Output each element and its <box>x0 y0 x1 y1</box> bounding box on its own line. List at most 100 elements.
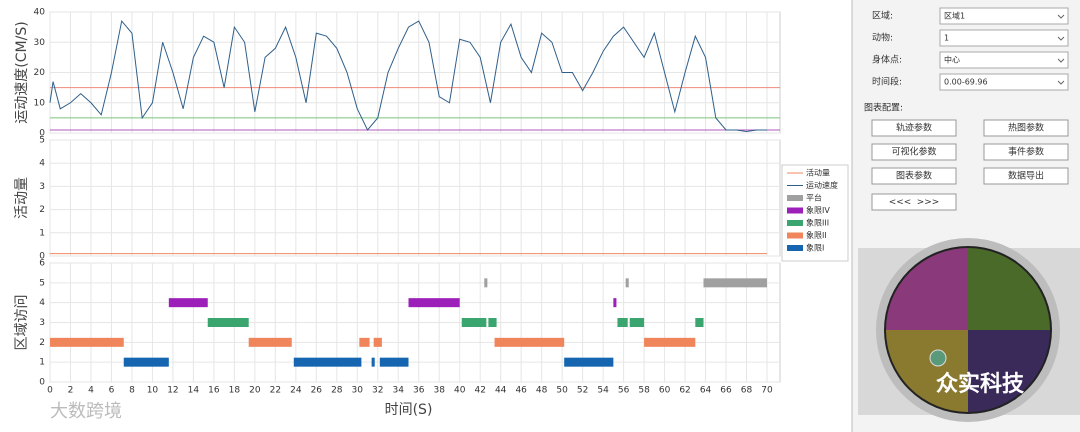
button-label: 数据导出 <box>1008 170 1044 182</box>
x-tick-label: 36 <box>413 386 425 396</box>
x-tick-label: 8 <box>129 386 135 396</box>
y-tick-label: 3 <box>39 182 45 192</box>
x-tick-label: 34 <box>393 386 405 396</box>
interval-bar <box>703 278 767 288</box>
y-axis-label: 运动速度(CM/S) <box>14 21 30 123</box>
x-tick-label: 28 <box>331 386 343 396</box>
y-tick-label: 5 <box>39 136 45 146</box>
interval-bar <box>371 357 375 367</box>
x-tick-label: 2 <box>68 386 74 396</box>
select-box[interactable] <box>939 73 1069 91</box>
x-tick-label: 56 <box>618 386 630 396</box>
y-axis-label: 活动量 <box>14 177 30 219</box>
select-value: 中心 <box>944 55 960 65</box>
interval-bar <box>123 357 169 367</box>
interval-bar <box>461 318 487 327</box>
select-value: 区域1 <box>944 11 965 21</box>
nav-button[interactable]: >>> <box>917 198 940 208</box>
select-box[interactable] <box>939 7 1069 25</box>
button[interactable] <box>871 119 957 137</box>
interval-bar <box>564 357 614 367</box>
x-tick-label: 20 <box>249 386 261 396</box>
chart-area <box>0 0 852 432</box>
x-tick-label: 4 <box>88 386 94 396</box>
y-tick-label: 20 <box>34 68 46 78</box>
select-box[interactable] <box>939 29 1069 47</box>
y-tick-label: 4 <box>39 159 45 169</box>
legend-label: 运动速度 <box>806 180 838 190</box>
y-tick-label: 6 <box>39 259 45 269</box>
button[interactable] <box>871 143 957 161</box>
select-value: 0.00-69.96 <box>944 78 988 87</box>
config-title: 图表配置: <box>864 102 903 114</box>
x-tick-label: 22 <box>270 386 281 396</box>
legend-swatch <box>787 245 803 251</box>
interval-bar <box>359 337 370 347</box>
interval-bar <box>644 337 696 347</box>
quadrant <box>968 330 1050 412</box>
x-tick-label: 6 <box>109 386 115 396</box>
x-tick-label: 70 <box>761 386 773 396</box>
field-label: 时间段: <box>872 76 902 88</box>
x-tick-label: 32 <box>372 386 383 396</box>
x-tick-label: 48 <box>536 386 548 396</box>
interval-bar <box>695 318 704 327</box>
legend-label: 平台 <box>806 193 822 203</box>
x-tick-label: 40 <box>454 386 466 396</box>
button-label: 可视化参数 <box>891 146 936 158</box>
dropdown-arrow <box>1057 80 1065 85</box>
x-tick-label: 26 <box>311 386 323 396</box>
interval-bar <box>379 357 409 367</box>
interval-bar <box>488 318 497 327</box>
interval-bar <box>50 337 124 347</box>
dropdown-arrow <box>1057 58 1065 63</box>
button[interactable] <box>983 143 1069 161</box>
field-label: 区域: <box>872 10 893 22</box>
button-label: 图表参数 <box>896 170 932 182</box>
button[interactable] <box>983 119 1069 137</box>
button[interactable] <box>871 167 957 185</box>
field-label: 动物: <box>872 32 893 44</box>
button-label: 事件参数 <box>1008 146 1044 158</box>
dropdown-arrow <box>1057 36 1065 41</box>
x-tick-label: 24 <box>290 386 302 396</box>
platform <box>929 349 947 367</box>
y-tick-label: 0 <box>39 129 45 139</box>
y-tick-label: 0 <box>39 252 45 262</box>
x-tick-label: 18 <box>229 386 241 396</box>
legend-label: 象限I <box>806 243 824 253</box>
y-tick-label: 2 <box>39 338 45 348</box>
select-box[interactable] <box>939 51 1069 69</box>
legend-swatch <box>787 207 803 214</box>
nav-button[interactable]: <<< <box>889 198 912 208</box>
x-tick-label: 42 <box>474 386 485 396</box>
interval-bar <box>373 337 382 347</box>
y-tick-label: 3 <box>39 318 45 328</box>
x-tick-label: 50 <box>556 386 568 396</box>
button[interactable] <box>871 193 957 211</box>
x-tick-label: 10 <box>147 386 159 396</box>
button[interactable] <box>983 167 1069 185</box>
watermark: 大数跨境 <box>50 401 122 422</box>
interval-bar <box>613 298 617 308</box>
x-tick-label: 64 <box>700 386 712 396</box>
y-tick-label: 30 <box>34 38 46 48</box>
button-label: 轨迹参数 <box>896 122 932 134</box>
y-axis-label: 区域访问 <box>14 295 30 351</box>
x-tick-label: 46 <box>515 386 527 396</box>
x-tick-label: 60 <box>659 386 671 396</box>
select-value: 1 <box>944 34 949 43</box>
y-tick-label: 1 <box>39 228 45 238</box>
interval-bar <box>484 278 488 288</box>
legend-label: 象限II <box>806 230 827 240</box>
interval-bar <box>248 337 292 347</box>
x-tick-label: 0 <box>47 386 53 396</box>
y-tick-label: 1 <box>39 358 45 368</box>
legend-swatch <box>787 195 803 201</box>
x-tick-label: 30 <box>352 386 364 396</box>
interval-bar <box>629 318 645 327</box>
y-tick-label: 4 <box>39 298 45 308</box>
x-tick-label: 66 <box>720 386 732 396</box>
x-tick-label: 68 <box>741 386 753 396</box>
